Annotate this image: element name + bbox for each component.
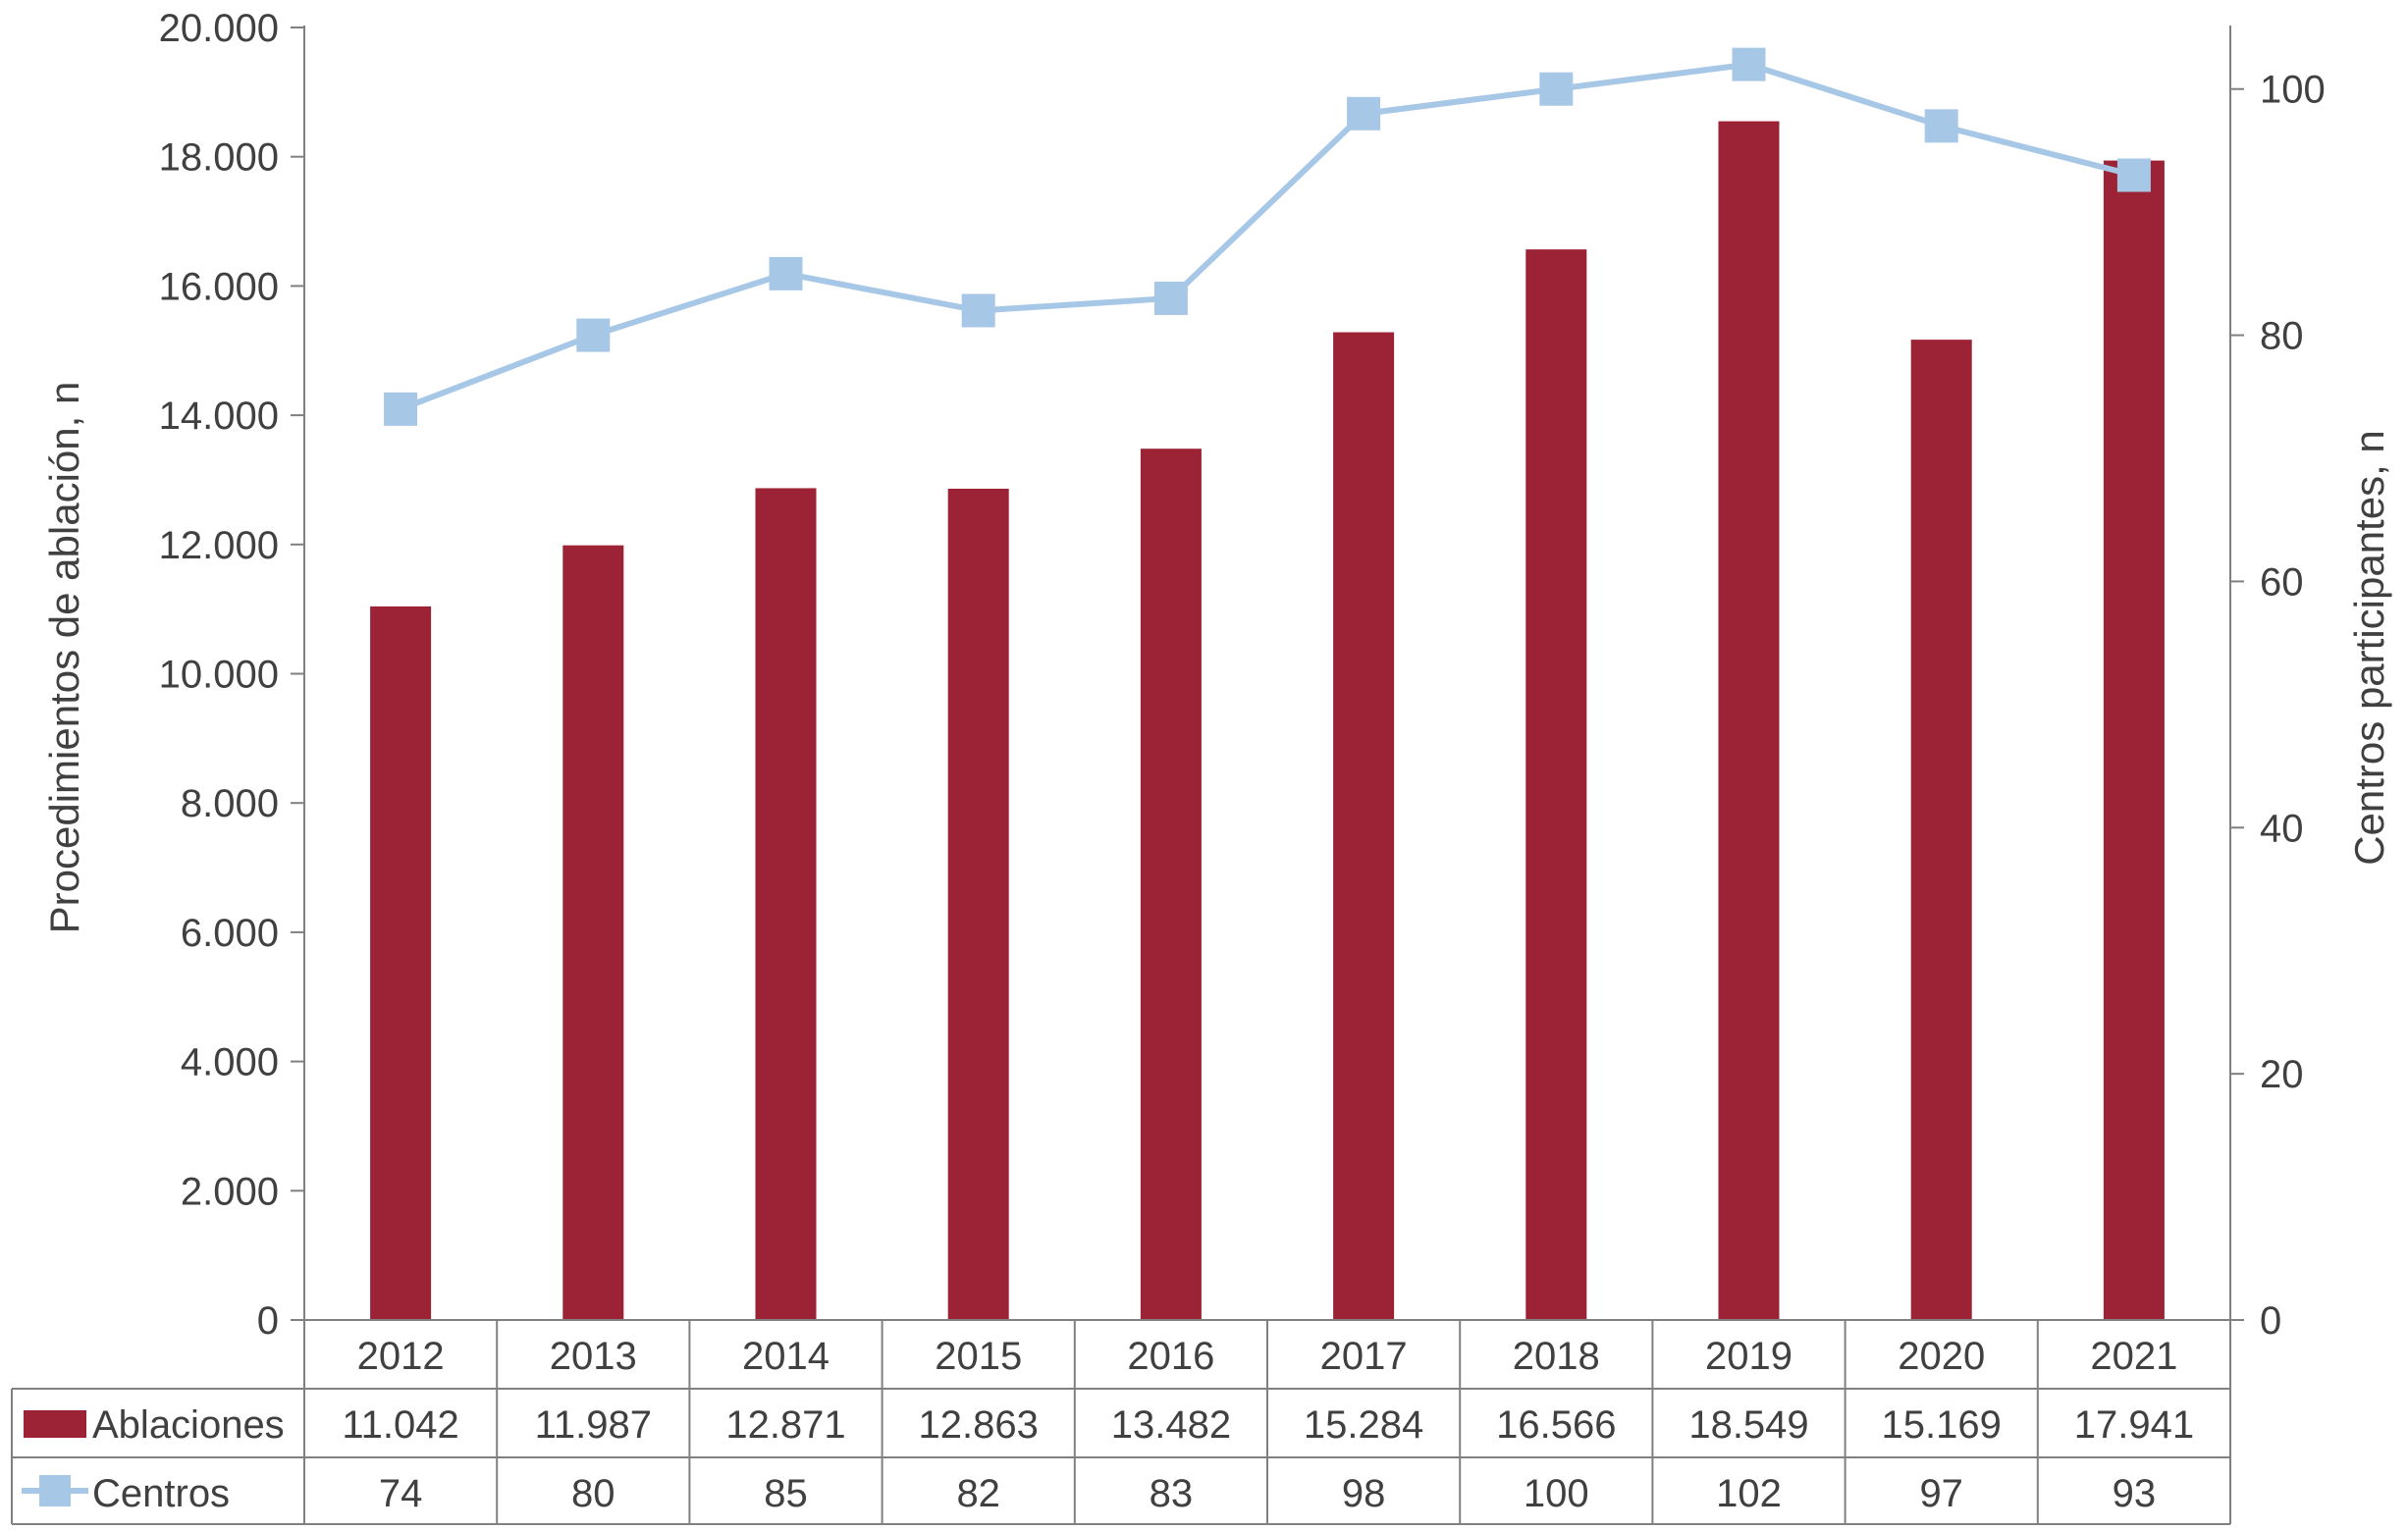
table-category-label: 2015: [935, 1335, 1022, 1378]
data-table: 2012 2013 2014 2015 2016 2017 2018 2019 2020 2021…: [11, 1319, 2231, 1525]
y-axis-left-tick-label: 2.000: [181, 1170, 279, 1213]
bar-series-ablaciones: [370, 121, 2165, 1321]
y-axis-left: 0 2.000 4.000 6.000 8.000 10.000 12.000 14.000 1…: [159, 7, 305, 1343]
table-value-centros: 83: [1150, 1472, 1194, 1515]
table-value-ablaciones: 17.941: [2074, 1403, 2194, 1447]
bar-2016: [1140, 449, 1202, 1320]
table-category-label: 2021: [2090, 1335, 2177, 1378]
y-axis-left-tick-label: 18.000: [159, 136, 279, 180]
table-value-centros: 74: [379, 1472, 423, 1515]
table-value-centros: 80: [571, 1472, 615, 1515]
table-category-label: 2020: [1898, 1335, 1985, 1378]
marker-2018: [1539, 72, 1574, 106]
y-axis-right-tick-label: 60: [2260, 560, 2304, 604]
marker-2019: [1732, 47, 1766, 81]
legend-label-centros: Centros: [92, 1472, 230, 1515]
table-value-ablaciones: 16.566: [1496, 1403, 1616, 1447]
table-category-label: 2019: [1705, 1335, 1793, 1378]
table-value-centros: 82: [956, 1472, 1000, 1515]
marker-2013: [576, 318, 611, 352]
centros-line: [400, 61, 2135, 412]
table-value-ablaciones: 18.549: [1688, 1403, 1808, 1447]
table-category-label: 2014: [742, 1335, 829, 1378]
bar-2012: [370, 606, 432, 1320]
legend-label-ablaciones: Ablaciones: [92, 1403, 285, 1447]
table-category-label: 2018: [1513, 1335, 1600, 1378]
table-value-centros: 93: [2113, 1472, 2157, 1515]
bar-2018: [1525, 249, 1587, 1320]
y-axis-left-tick-label: 20.000: [159, 7, 279, 50]
y-axis-left-tick-label: 12.000: [159, 524, 279, 567]
y-axis-right-tick-label: 100: [2260, 69, 2326, 112]
legend-key-marker-centros: [39, 1475, 71, 1506]
marker-2014: [769, 256, 803, 290]
table-value-ablaciones: 12.871: [725, 1403, 845, 1447]
bar-2020: [1910, 340, 1972, 1320]
table-value-ablaciones: 15.284: [1304, 1403, 1423, 1447]
table-category-label: 2013: [550, 1335, 637, 1378]
table-value-centros: 98: [1342, 1472, 1386, 1515]
marker-2021: [2116, 158, 2151, 192]
marker-2017: [1347, 96, 1381, 131]
table-category-label: 2016: [1127, 1335, 1214, 1378]
table-value-centros: 102: [1716, 1472, 1782, 1515]
table-value-ablaciones: 11.987: [535, 1403, 652, 1447]
marker-2016: [1153, 281, 1188, 315]
bar-2017: [1333, 332, 1395, 1321]
y-axis-left-tick-label: 14.000: [159, 395, 279, 438]
table-category-label: 2012: [357, 1335, 445, 1378]
table-value-centros: 85: [764, 1472, 808, 1515]
marker-2012: [384, 392, 418, 426]
table-category-label: 2017: [1320, 1335, 1408, 1378]
y-axis-left-tick-label: 8.000: [181, 782, 279, 825]
bar-2021: [2103, 160, 2165, 1320]
y-axis-left-tick-label: 6.000: [181, 912, 279, 955]
y-axis-right-tick-label: 20: [2260, 1053, 2304, 1096]
y-axis-left-tick-label: 0: [257, 1299, 279, 1343]
y-axis-left-title: Procedimientos de ablación, n: [41, 382, 87, 934]
bar-2014: [755, 488, 817, 1320]
table-value-centros: 97: [1919, 1472, 1963, 1515]
y-axis-right-tick-label: 80: [2260, 315, 2304, 358]
bar-2019: [1718, 121, 1780, 1321]
marker-2020: [1924, 109, 1958, 143]
y-axis-left-tick-label: 16.000: [159, 265, 279, 308]
legend-key-ablaciones: [24, 1410, 86, 1438]
y-axis-left-tick-label: 4.000: [181, 1041, 279, 1084]
table-value-ablaciones: 13.482: [1111, 1403, 1231, 1447]
bar-2013: [562, 545, 624, 1320]
y-axis-right-tick-label: 0: [2260, 1299, 2281, 1343]
y-axis-right-title: Centros participantes, n: [2346, 430, 2392, 866]
y-axis-right: 0 20 40 60 80 100: [2229, 26, 2326, 1343]
y-axis-right-tick-label: 40: [2260, 807, 2304, 850]
table-value-ablaciones: 11.042: [342, 1403, 458, 1447]
table-value-ablaciones: 12.863: [919, 1403, 1039, 1447]
table-value-centros: 100: [1524, 1472, 1589, 1515]
bar-2015: [947, 488, 1009, 1320]
table-value-ablaciones: 15.169: [1882, 1403, 2002, 1447]
marker-2015: [961, 293, 995, 328]
line-series-centros: [384, 47, 2151, 426]
y-axis-left-tick-label: 10.000: [159, 654, 279, 697]
